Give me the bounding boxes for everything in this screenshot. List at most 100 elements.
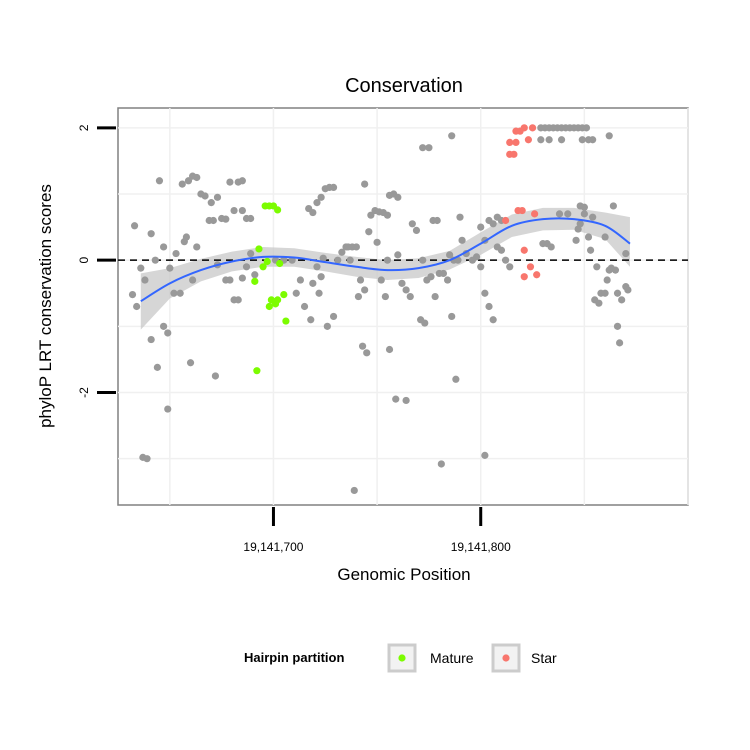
- point-other: [186, 359, 195, 367]
- legend-dot-mature: [398, 654, 406, 662]
- x-tick-label: 19,141,700: [243, 540, 303, 554]
- point-other: [448, 312, 456, 321]
- smooth-trend-line: [140, 217, 631, 303]
- point-other: [226, 276, 234, 284]
- legend-label-star: Star: [531, 650, 557, 666]
- point-other: [323, 322, 331, 330]
- legend-title: Hairpin partition: [244, 650, 344, 665]
- point-other: [350, 486, 358, 495]
- point-other: [377, 276, 385, 284]
- point-other: [419, 144, 427, 152]
- point-other: [485, 302, 493, 311]
- point-other: [367, 211, 375, 219]
- legend-dot-star: [502, 654, 510, 662]
- y-axis-ticks: -2 0 2: [77, 124, 116, 398]
- point-other: [456, 213, 464, 221]
- point-other: [365, 228, 373, 236]
- point-other: [421, 319, 429, 327]
- point-other: [358, 342, 367, 350]
- point-other: [448, 132, 456, 140]
- point-other: [611, 266, 620, 274]
- point-other: [601, 233, 609, 241]
- point-other: [130, 222, 139, 230]
- point-other: [433, 216, 441, 225]
- point-other: [164, 405, 172, 413]
- point-other: [361, 180, 369, 188]
- point-other: [193, 173, 201, 182]
- point-other: [209, 216, 217, 225]
- point-mature: [253, 367, 261, 375]
- point-star: [531, 210, 539, 218]
- point-other: [616, 339, 624, 347]
- point-other: [309, 279, 317, 287]
- point-other: [601, 289, 609, 297]
- point-star: [502, 216, 510, 225]
- point-star: [506, 138, 514, 147]
- point-other: [613, 322, 622, 330]
- point-other: [545, 136, 553, 144]
- point-other: [153, 363, 161, 371]
- point-other: [446, 251, 454, 259]
- point-other: [222, 215, 230, 223]
- point-other: [477, 223, 485, 231]
- point-other: [580, 210, 588, 218]
- point-other: [300, 302, 309, 311]
- point-other: [578, 136, 586, 144]
- point-other: [178, 180, 186, 188]
- point-mature: [255, 245, 263, 253]
- point-other: [383, 211, 392, 219]
- point-other: [406, 292, 414, 301]
- point-other: [477, 263, 485, 271]
- point-other: [589, 136, 597, 144]
- point-other: [172, 249, 180, 258]
- legend: Hairpin partition Mature Star: [244, 643, 557, 673]
- point-other: [309, 208, 317, 217]
- point-other: [605, 132, 613, 140]
- point-other: [443, 276, 452, 284]
- point-other: [247, 214, 255, 223]
- point-other: [230, 206, 238, 215]
- point-other: [164, 329, 172, 337]
- point-other: [373, 238, 381, 246]
- point-other: [319, 254, 327, 262]
- point-star: [510, 150, 518, 158]
- point-mature: [265, 302, 273, 311]
- point-other: [234, 296, 242, 304]
- point-other: [211, 372, 220, 380]
- point-other: [576, 220, 584, 228]
- point-other: [593, 263, 601, 271]
- point-other: [586, 246, 595, 254]
- point-other: [624, 286, 632, 294]
- confidence-band: [140, 207, 630, 330]
- point-other: [137, 264, 145, 272]
- data-points: [128, 124, 632, 495]
- point-other: [497, 246, 506, 254]
- point-other: [166, 264, 174, 272]
- point-other: [454, 256, 462, 264]
- point-mature: [274, 296, 282, 304]
- y-axis-title: phyloP LRT conservation scores: [36, 184, 55, 428]
- point-other: [155, 177, 164, 185]
- point-other: [427, 273, 435, 281]
- point-other: [160, 243, 168, 251]
- point-other: [394, 251, 402, 259]
- point-other: [381, 292, 389, 301]
- point-other: [363, 349, 371, 357]
- point-other: [458, 236, 466, 244]
- point-star: [526, 263, 535, 271]
- point-other: [338, 248, 346, 256]
- point-other: [184, 177, 193, 185]
- point-other: [292, 289, 300, 297]
- point-other: [402, 396, 410, 405]
- point-other: [315, 289, 323, 297]
- point-other: [207, 199, 215, 207]
- point-other: [201, 192, 209, 200]
- y-tick-label: 2: [77, 124, 91, 131]
- point-other: [307, 316, 315, 324]
- point-other: [506, 263, 514, 271]
- point-other: [313, 199, 321, 207]
- point-other: [603, 276, 611, 284]
- point-mature: [280, 290, 288, 299]
- point-other: [622, 249, 630, 258]
